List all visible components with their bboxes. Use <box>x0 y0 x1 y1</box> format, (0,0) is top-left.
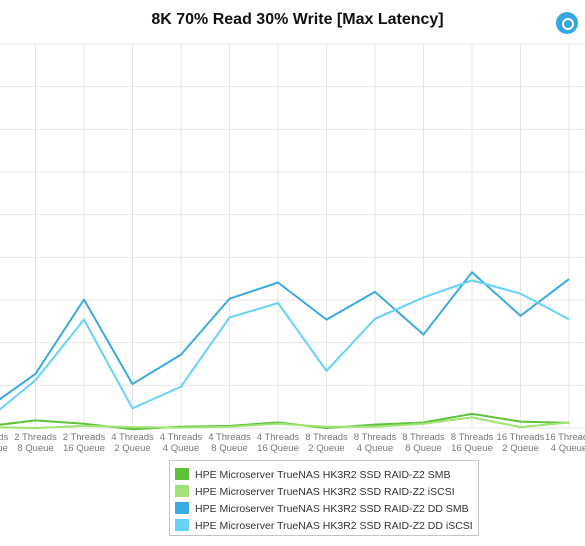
x-tick-label: 16 Queue <box>451 443 493 454</box>
grid <box>0 43 585 429</box>
x-tick-label: 4 Threads <box>257 432 300 443</box>
x-tick-label: 8 Threads <box>305 432 348 443</box>
series-lines <box>0 271 570 431</box>
x-tick-label: 1 Threads <box>0 432 9 443</box>
legend-label: HPE Microserver TrueNAS HK3R2 SSD RAID-Z… <box>195 469 451 481</box>
legend-item[interactable]: HPE Microserver TrueNAS HK3R2 SSD RAID-Z… <box>175 518 473 534</box>
x-tick-label: 4 Queue <box>163 443 199 454</box>
chart-title: 8K 70% Read 30% Write [Max Latency] <box>151 11 444 28</box>
x-tick-label: 2 Queue <box>114 443 150 454</box>
x-tick-label: 4 Queue <box>551 443 585 454</box>
x-tick-label: 4 Queue <box>357 443 393 454</box>
x-tick-label: 8 Threads <box>451 432 494 443</box>
x-tick-label: 16 Queue <box>257 443 299 454</box>
legend-swatch <box>175 485 189 497</box>
x-tick-label: 4 Threads <box>160 432 203 443</box>
x-tick-label: 8 Queue <box>17 443 53 454</box>
series-line <box>0 271 570 401</box>
legend-item[interactable]: HPE Microserver TrueNAS HK3R2 SSD RAID-Z… <box>175 467 451 483</box>
legend-item[interactable]: HPE Microserver TrueNAS HK3R2 SSD RAID-Z… <box>175 501 469 517</box>
x-tick-label: 16 Queue <box>0 443 8 454</box>
chart-menu-button[interactable] <box>556 12 578 34</box>
series-line <box>0 279 570 411</box>
legend-swatch <box>175 502 189 514</box>
x-tick-label: 4 Threads <box>208 432 251 443</box>
x-tick-label: 2 Queue <box>502 443 538 454</box>
legend-label: HPE Microserver TrueNAS HK3R2 SSD RAID-Z… <box>195 486 455 498</box>
legend: HPE Microserver TrueNAS HK3R2 SSD RAID-Z… <box>169 460 479 536</box>
circle-icon <box>562 18 574 30</box>
x-tick-label: 16 Threads <box>497 432 545 443</box>
legend-swatch <box>175 468 189 480</box>
x-tick-label: 16 Threads <box>545 432 585 443</box>
legend-item[interactable]: HPE Microserver TrueNAS HK3R2 SSD RAID-Z… <box>175 484 455 500</box>
x-tick-label: 2 Threads <box>63 432 106 443</box>
x-tick-label: 2 Queue <box>308 443 344 454</box>
x-tick-label: 2 Threads <box>14 432 57 443</box>
legend-swatch <box>175 519 189 531</box>
legend-label: HPE Microserver TrueNAS HK3R2 SSD RAID-Z… <box>195 520 473 532</box>
series-line <box>0 416 570 429</box>
x-tick-label: 8 Threads <box>402 432 445 443</box>
x-tick-label: 8 Queue <box>211 443 247 454</box>
x-tick-label: 16 Queue <box>63 443 105 454</box>
x-tick-label: 4 Threads <box>111 432 154 443</box>
series-line <box>0 412 570 431</box>
x-tick-label: 8 Threads <box>354 432 397 443</box>
legend-label: HPE Microserver TrueNAS HK3R2 SSD RAID-Z… <box>195 503 469 515</box>
x-tick-label: 8 Queue <box>405 443 441 454</box>
